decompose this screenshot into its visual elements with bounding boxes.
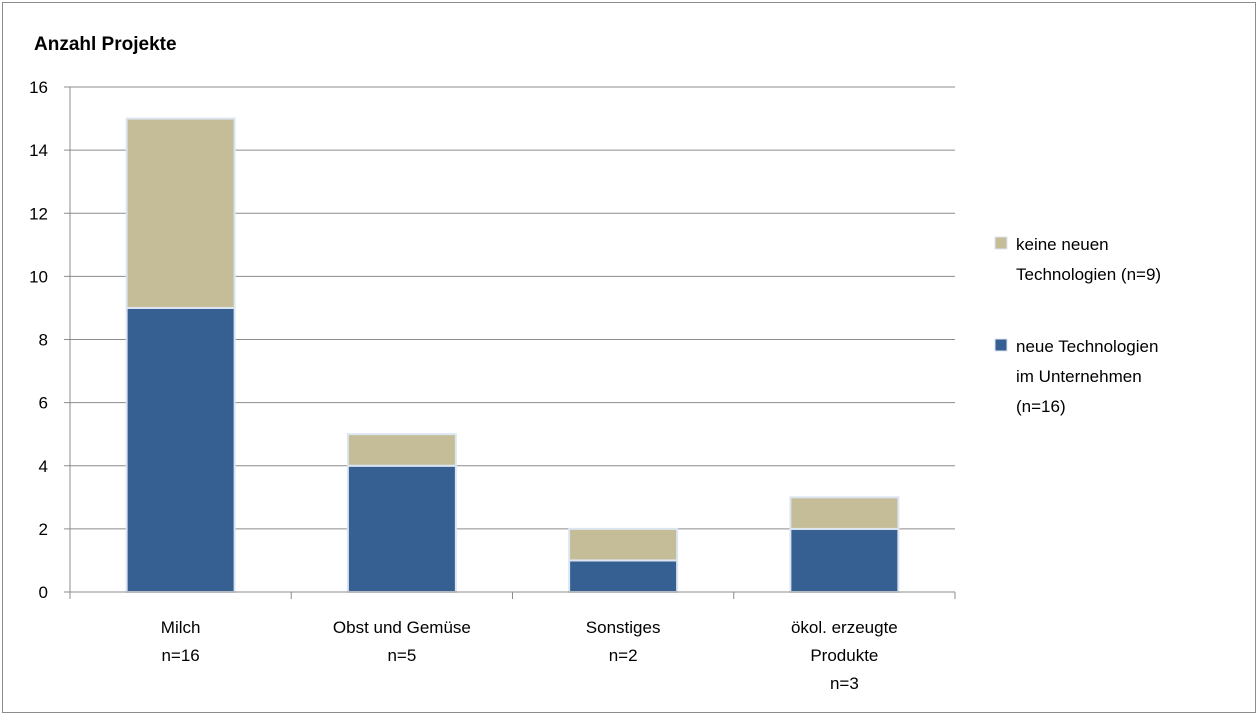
legend-label: Technologien (n=9): [1016, 265, 1161, 284]
y-tick-label: 10: [29, 267, 48, 286]
x-category-label: Sonstiges: [586, 618, 661, 637]
y-tick-label: 16: [29, 78, 48, 97]
x-category-label: n=16: [161, 646, 199, 665]
bar-segment: [125, 117, 236, 309]
bar-segment: [568, 559, 679, 593]
y-tick-label: 4: [39, 457, 48, 476]
y-tick-label: 2: [39, 520, 48, 539]
legend-swatch: [994, 236, 1008, 250]
legend-label: im Unternehmen: [1016, 367, 1142, 386]
legend-label: keine neuen: [1016, 235, 1109, 254]
bar-segment: [789, 496, 900, 530]
x-category-label: ökol. erzeugte: [791, 618, 898, 637]
bar-segment: [568, 527, 679, 562]
legend-swatch: [994, 338, 1008, 352]
x-category-label: n=3: [830, 674, 859, 693]
x-category-label: Milch: [161, 618, 201, 637]
bar-segment: [125, 306, 236, 593]
x-category-labels: Milch n=16 Obst und Gemüse n=5 Sonstiges n=2 ö…: [161, 618, 898, 693]
x-category-label: n=5: [387, 646, 416, 665]
bar-segment: [346, 433, 457, 467]
legend-label: (n=16): [1016, 397, 1066, 416]
axes: [64, 86, 956, 599]
y-axis-title: Anzahl Projekte: [34, 34, 177, 55]
y-tick-label: 14: [29, 141, 48, 160]
legend-label: neue Technologien: [1016, 337, 1158, 356]
y-tick-label: 0: [39, 583, 48, 602]
x-category-label: n=2: [609, 646, 638, 665]
y-tick-labels: 0 2 4 6 8 10 12 14 16: [29, 78, 48, 602]
legend: keine neuen Technologien (n=9) neue Techno…: [994, 235, 1161, 416]
x-category-label: Produkte: [810, 646, 878, 665]
y-tick-label: 6: [39, 394, 48, 413]
bar-segment: [789, 527, 900, 593]
bars: [125, 117, 900, 593]
x-category-label: Obst und Gemüse: [333, 618, 471, 637]
y-tick-label: 12: [29, 204, 48, 223]
y-tick-label: 8: [39, 331, 48, 350]
bar-segment: [346, 464, 457, 593]
